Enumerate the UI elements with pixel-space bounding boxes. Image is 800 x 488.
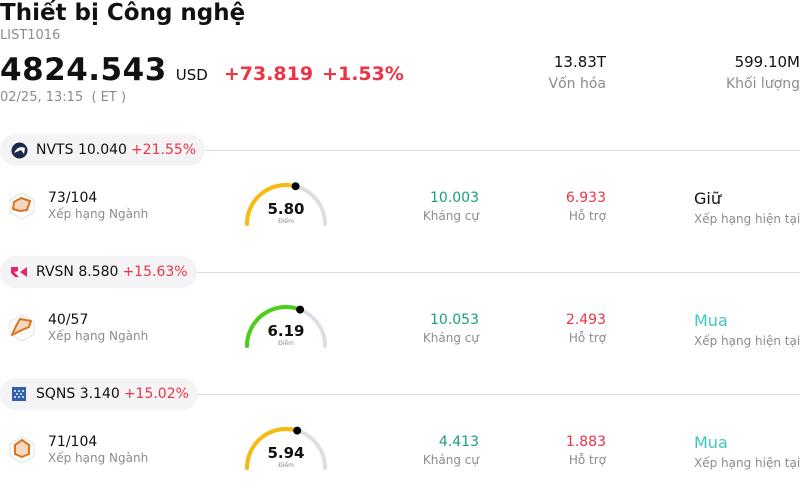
rating-label: Xếp hạng hiện tại [694,334,800,348]
currency-label: USD [175,66,208,84]
current-rating: Mua Xếp hạng hiện tại [694,433,800,470]
sqns-logo-icon [10,385,28,403]
support-label: Hỗ trợ [568,331,606,345]
resistance: 10.053 Kháng cự [423,312,479,345]
divider [0,394,800,395]
score-gauge: 5.80 Điểm [243,180,329,228]
industry-rank: 73/104 Xếp hạng Ngành [48,190,148,221]
industry-rank-value: 73/104 [48,190,98,206]
industry-rank-label: Xếp hạng Ngành [48,207,149,221]
stock-symbol-price: RVSN 8.580 [36,264,119,280]
resistance-value: 10.053 [430,312,479,328]
industry-rank-value: 71/104 [48,434,98,450]
support-value: 2.493 [565,312,606,328]
score-value: 6.19 [267,322,305,340]
rating-value: Mua [694,433,728,452]
rating-value: Mua [694,311,728,330]
resistance-label: Kháng cự [422,209,479,223]
timestamp: 02/25, 13:15 ( ET ) [0,90,127,105]
index-code: LIST1016 [0,28,61,43]
stock-card[interactable]: RVSN 8.580 +15.63% 40/57 Xếp hạng Ngành … [0,256,800,378]
current-rating: Giữ Xếp hạng hiện tại [694,189,800,226]
stock-symbol-price: SQNS 3.140 [36,386,120,402]
volume-stat: 599.10M Khối lượng [726,53,800,92]
score-value: 5.94 [267,444,305,462]
index-price: 4824.543 [0,52,167,88]
resistance: 10.003 Kháng cự [423,190,479,223]
resistance: 4.413 Kháng cự [423,434,479,467]
rating-value: Giữ [694,189,721,208]
industry-rank: 71/104 Xếp hạng Ngành [48,434,148,465]
stock-card[interactable]: SQNS 3.140 +15.02% 71/104 Xếp hạng Ngành… [0,378,800,488]
score-label: Điểm [278,462,294,469]
nvts-logo-icon [10,141,28,159]
price-row: 4824.543 USD +73.819 +1.53% [0,52,404,88]
support: 2.493 Hỗ trợ [566,312,606,345]
stock-change-percent: +21.55% [130,142,197,158]
resistance-label: Kháng cự [422,331,479,345]
resistance-value: 10.003 [430,190,479,206]
rvsn-logo-icon [10,263,28,281]
score-gauge: 6.19 Điểm [243,302,329,350]
resistance-value: 4.413 [438,434,479,450]
support: 1.883 Hỗ trợ [566,434,606,467]
support-value: 6.933 [565,190,606,206]
radar-chart-icon [9,192,35,220]
stock-pill[interactable]: NVTS 10.040 +21.55% [0,134,206,166]
divider [0,272,800,273]
resistance-label: Kháng cự [422,453,479,467]
industry-rank-value: 40/57 [48,312,89,328]
page-title: Thiết bị Công nghệ [0,0,246,26]
stock-card[interactable]: NVTS 10.040 +21.55% 73/104 Xếp hạng Ngàn… [0,134,800,256]
stock-change-percent: +15.63% [122,264,188,280]
stock-change-percent: +15.02% [123,386,189,402]
rating-label: Xếp hạng hiện tại [694,456,800,470]
score-label: Điểm [278,340,294,347]
price-change: +73.819 [223,63,314,85]
score-label: Điểm [278,218,294,225]
stock-symbol-price: NVTS 10.040 [36,142,127,158]
industry-rank-label: Xếp hạng Ngành [48,329,149,343]
market-cap-label: Vốn hóa [548,76,606,92]
price-change-percent: +1.53% [322,63,404,85]
divider [0,150,800,151]
volume-value: 599.10M [734,53,800,71]
score-value: 5.80 [267,200,305,218]
industry-rank-label: Xếp hạng Ngành [48,451,149,465]
support-label: Hỗ trợ [568,453,606,467]
radar-chart-icon [9,436,35,464]
score-gauge: 5.94 Điểm [243,424,329,472]
support-value: 1.883 [565,434,606,450]
radar-chart-icon [9,314,35,342]
support-label: Hỗ trợ [568,209,606,223]
stock-pill[interactable]: RVSN 8.580 +15.63% [0,256,197,288]
market-cap-stat: 13.83T Vốn hóa [549,53,606,92]
rating-label: Xếp hạng hiện tại [694,212,800,226]
support: 6.933 Hỗ trợ [566,190,606,223]
stock-pill[interactable]: SQNS 3.140 +15.02% [0,378,198,410]
industry-rank: 40/57 Xếp hạng Ngành [48,312,148,343]
current-rating: Mua Xếp hạng hiện tại [694,311,800,348]
market-cap-value: 13.83T [553,53,606,71]
volume-label: Khối lượng [725,76,800,92]
